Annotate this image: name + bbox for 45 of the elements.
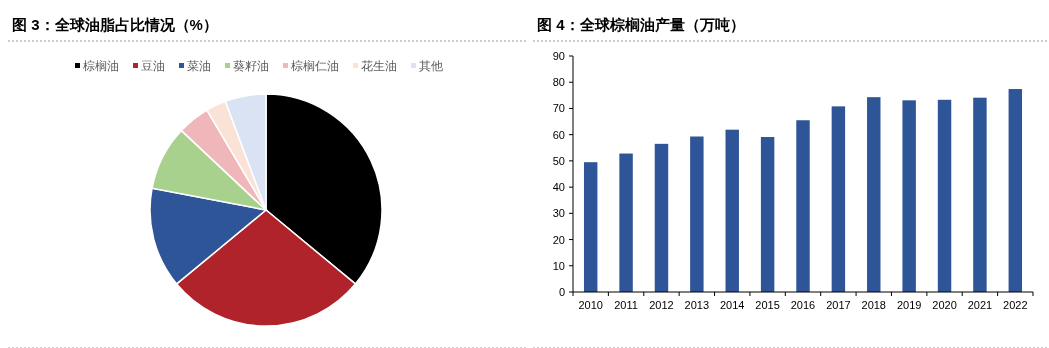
y-tick-label: 60 [552, 128, 565, 141]
legend-label: 菜油 [187, 59, 211, 73]
x-tick-label: 2011 [614, 299, 638, 311]
bar [690, 136, 704, 292]
bar [1008, 89, 1023, 292]
bar [937, 99, 952, 292]
legend-label: 棕榈仁油 [291, 59, 339, 73]
y-tick-label: 50 [552, 154, 565, 167]
y-tick-label: 30 [552, 207, 565, 220]
x-tick-label: 2012 [649, 299, 674, 311]
x-tick-label: 2016 [790, 299, 816, 311]
x-tick-label: 2015 [755, 299, 780, 311]
y-tick-label: 70 [552, 102, 565, 115]
y-tick-label: 40 [552, 181, 565, 194]
bar [583, 162, 598, 292]
bar [654, 143, 669, 292]
bar [831, 106, 846, 292]
x-tick-label: 2021 [967, 299, 993, 311]
y-tick-label: 80 [552, 76, 565, 89]
legend-label: 花生油 [361, 59, 397, 73]
bar [796, 120, 810, 292]
x-tick-label: 2014 [719, 299, 745, 311]
legend-label: 豆油 [141, 59, 165, 73]
x-tick-label: 2018 [861, 299, 887, 311]
x-tick-label: 2020 [932, 299, 957, 311]
y-tick-label: 20 [552, 233, 565, 246]
x-tick-label: 2017 [826, 299, 851, 311]
legend-label: 棕榈油 [83, 59, 119, 73]
legend-label: 葵籽油 [233, 59, 269, 73]
x-tick-label: 2013 [684, 299, 710, 311]
bar [973, 97, 987, 292]
bar [867, 97, 881, 292]
x-tick-label: 2019 [896, 299, 922, 311]
chart-title: 图 3：全球油脂占比情况（%） [12, 16, 218, 33]
chart-title: 图 4：全球棕榈油产量（万吨） [537, 16, 745, 33]
bar [902, 100, 916, 292]
x-tick-label: 2010 [578, 299, 603, 311]
legend-label: 其他 [419, 59, 443, 73]
y-tick-label: 0 [558, 286, 565, 298]
y-tick-label: 90 [552, 50, 565, 62]
y-tick-label: 10 [552, 259, 565, 272]
bar [760, 137, 775, 292]
bar [619, 153, 633, 292]
bar [725, 129, 739, 292]
x-tick-label: 2022 [1003, 299, 1028, 311]
